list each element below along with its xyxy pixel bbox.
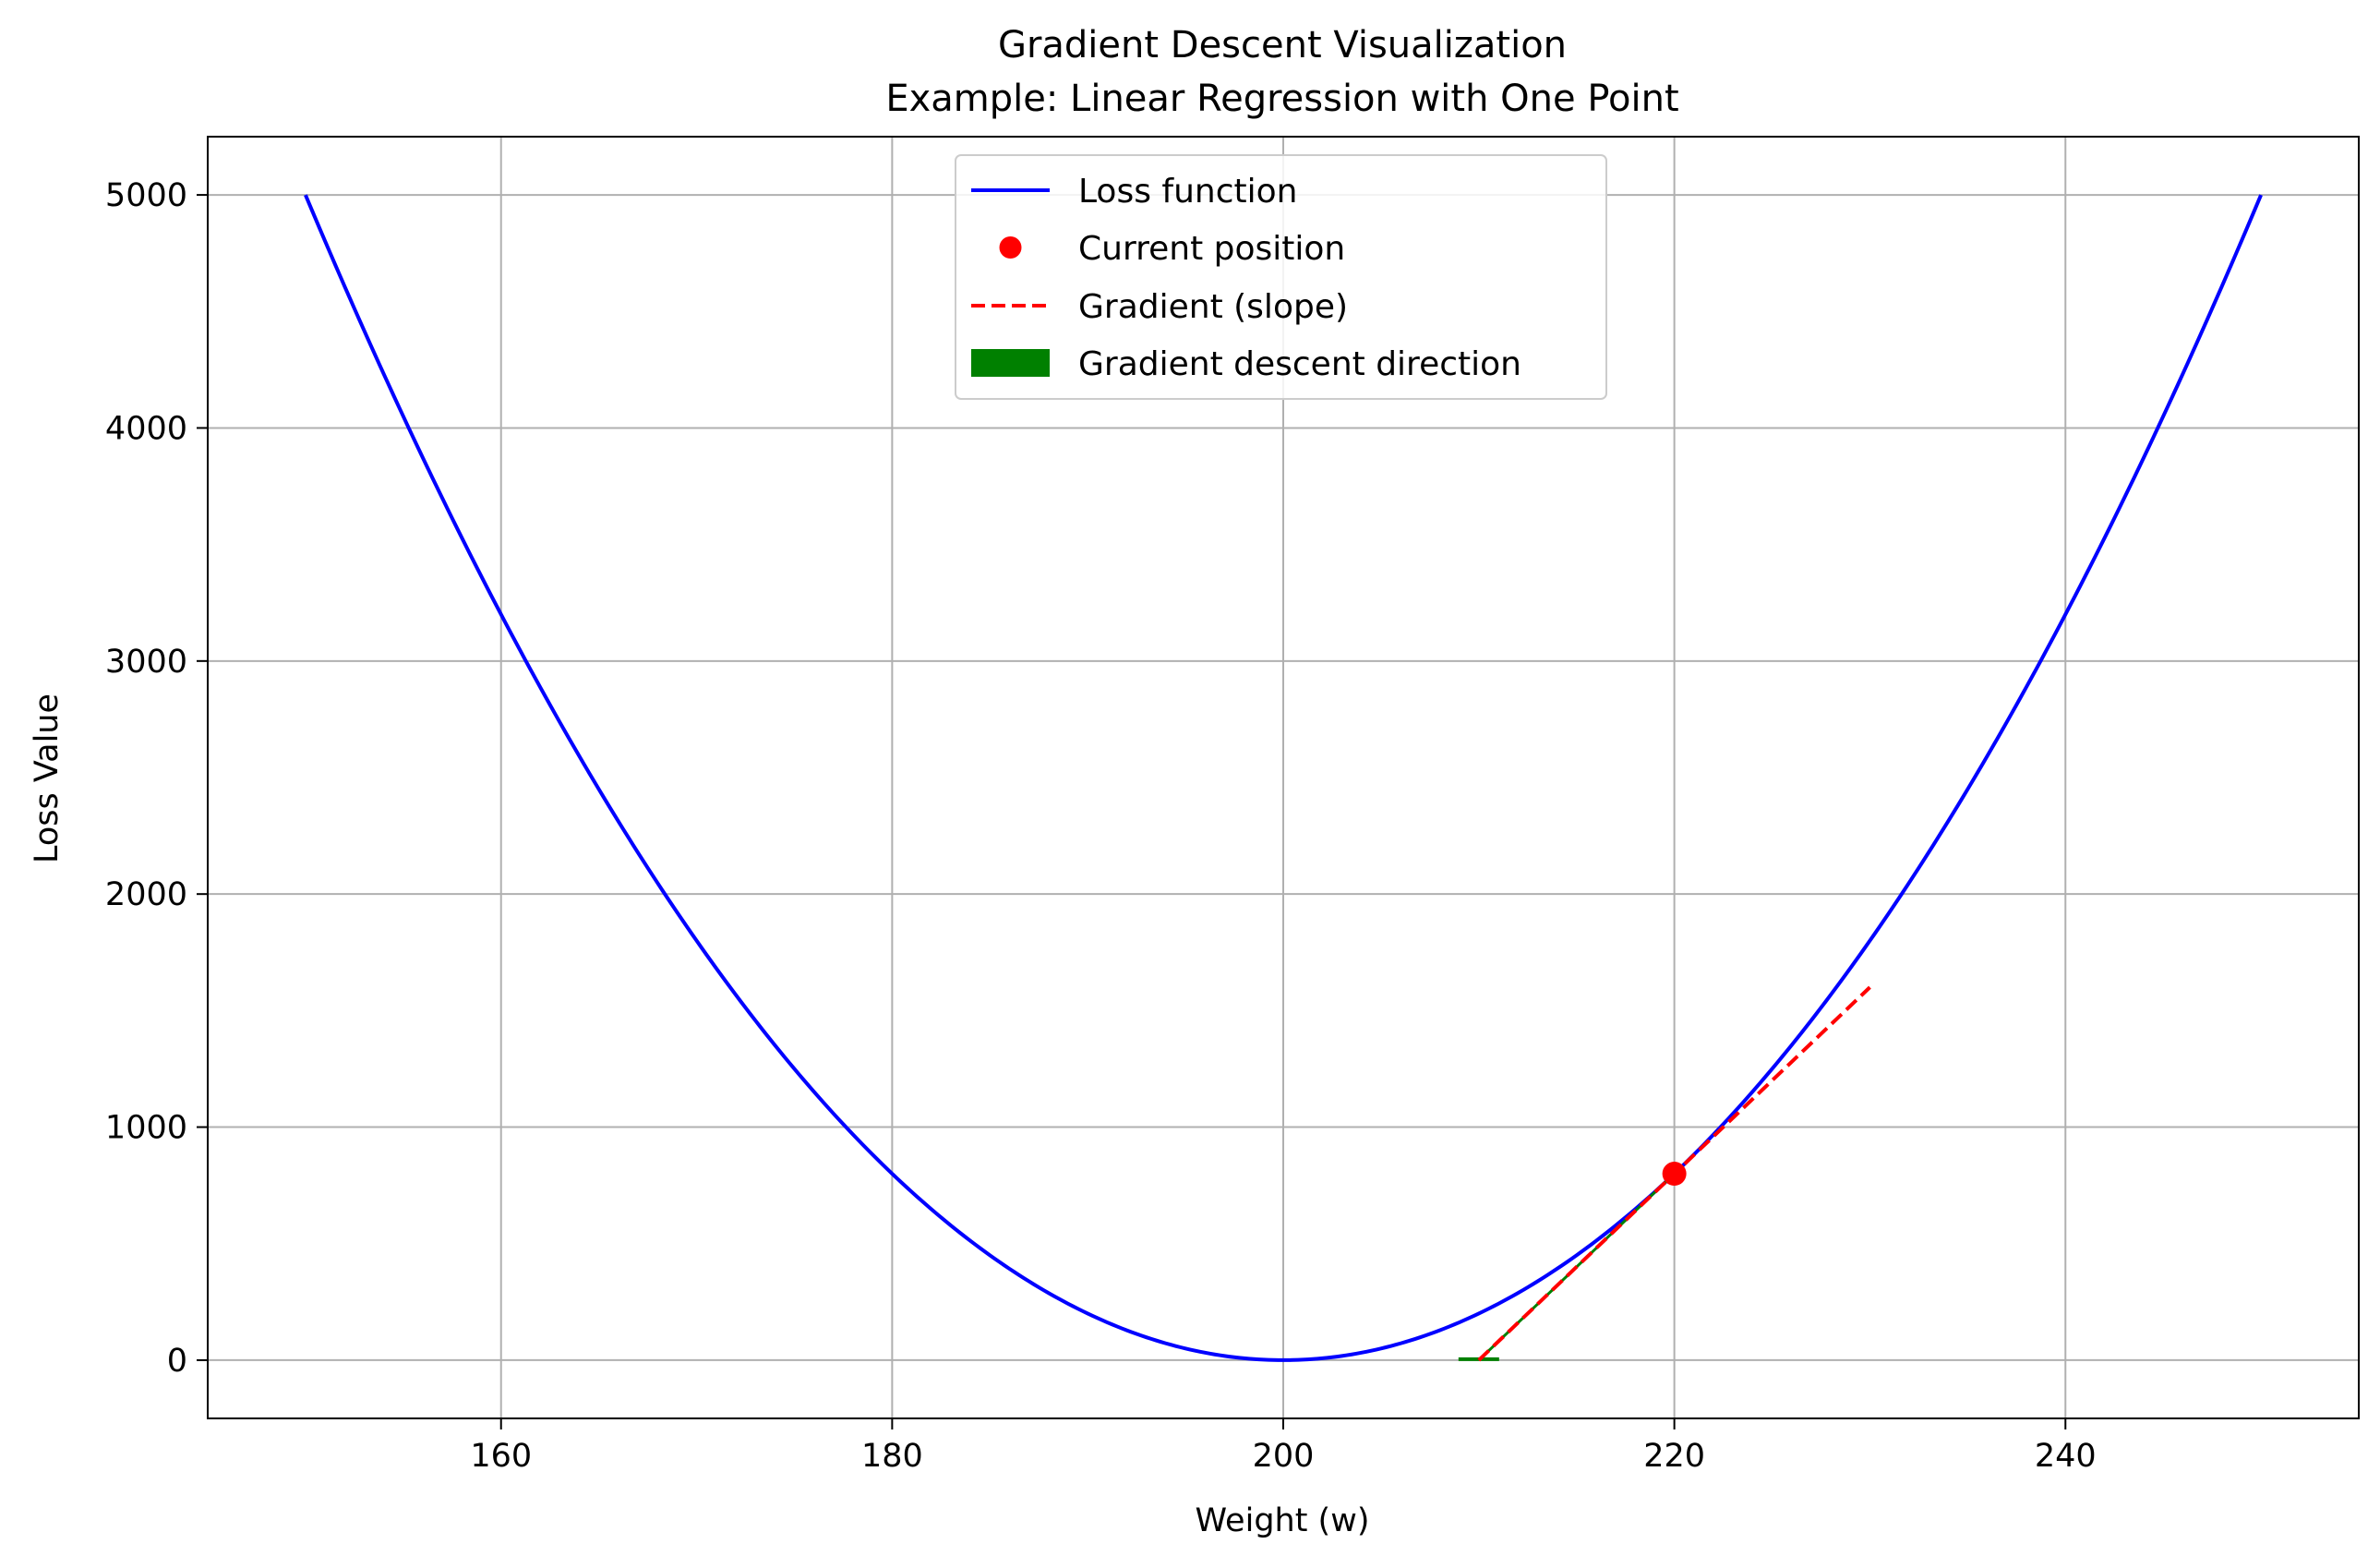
y-tick-label: 2000 xyxy=(105,876,187,913)
y-tick-label: 1000 xyxy=(105,1110,187,1147)
y-tick-label: 0 xyxy=(167,1343,187,1380)
legend-box xyxy=(955,154,1607,400)
current-position-point xyxy=(1662,1162,1687,1187)
legend-swatch-point xyxy=(999,236,1022,259)
legend-label-gradient: Gradient (slope) xyxy=(1078,288,1348,326)
series-layer xyxy=(304,194,2263,1362)
legend-swatch-descent xyxy=(971,349,1050,377)
chart-title: Gradient Descent Visualization xyxy=(998,24,1567,66)
y-axis-label: Loss Value xyxy=(29,694,66,863)
x-tick-label: 200 xyxy=(1253,1438,1315,1475)
ticks: 160 180 200 220 240 0 1000 2000 3000 4000 5000 xyxy=(105,177,2097,1475)
x-tick-label: 160 xyxy=(470,1438,532,1475)
legend: Loss function Current position Gradient (s… xyxy=(955,154,1607,400)
x-tick-label: 240 xyxy=(2035,1438,2097,1475)
y-tick-label: 5000 xyxy=(105,177,187,214)
x-axis-label: Weight (w) xyxy=(1196,1502,1370,1539)
legend-label-point: Current position xyxy=(1078,230,1345,268)
legend-label-descent: Gradient descent direction xyxy=(1078,345,1521,383)
legend-label-loss: Loss function xyxy=(1078,173,1297,211)
x-tick-label: 180 xyxy=(861,1438,923,1475)
loss-function-line xyxy=(304,194,2263,1362)
x-tick-label: 220 xyxy=(1643,1438,1705,1475)
y-tick-label: 3000 xyxy=(105,644,187,681)
y-tick-label: 4000 xyxy=(105,410,187,447)
chart-subtitle: Example: Linear Regression with One Poin… xyxy=(885,78,1678,120)
